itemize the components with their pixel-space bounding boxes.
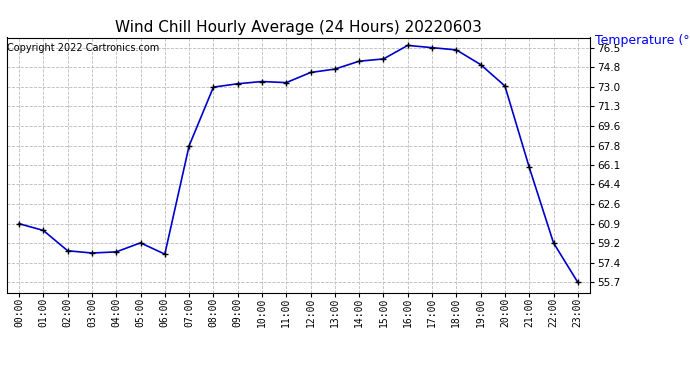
Title: Wind Chill Hourly Average (24 Hours) 20220603: Wind Chill Hourly Average (24 Hours) 202… — [115, 20, 482, 35]
Text: Copyright 2022 Cartronics.com: Copyright 2022 Cartronics.com — [8, 43, 159, 52]
Text: Temperature (°F): Temperature (°F) — [595, 34, 690, 47]
